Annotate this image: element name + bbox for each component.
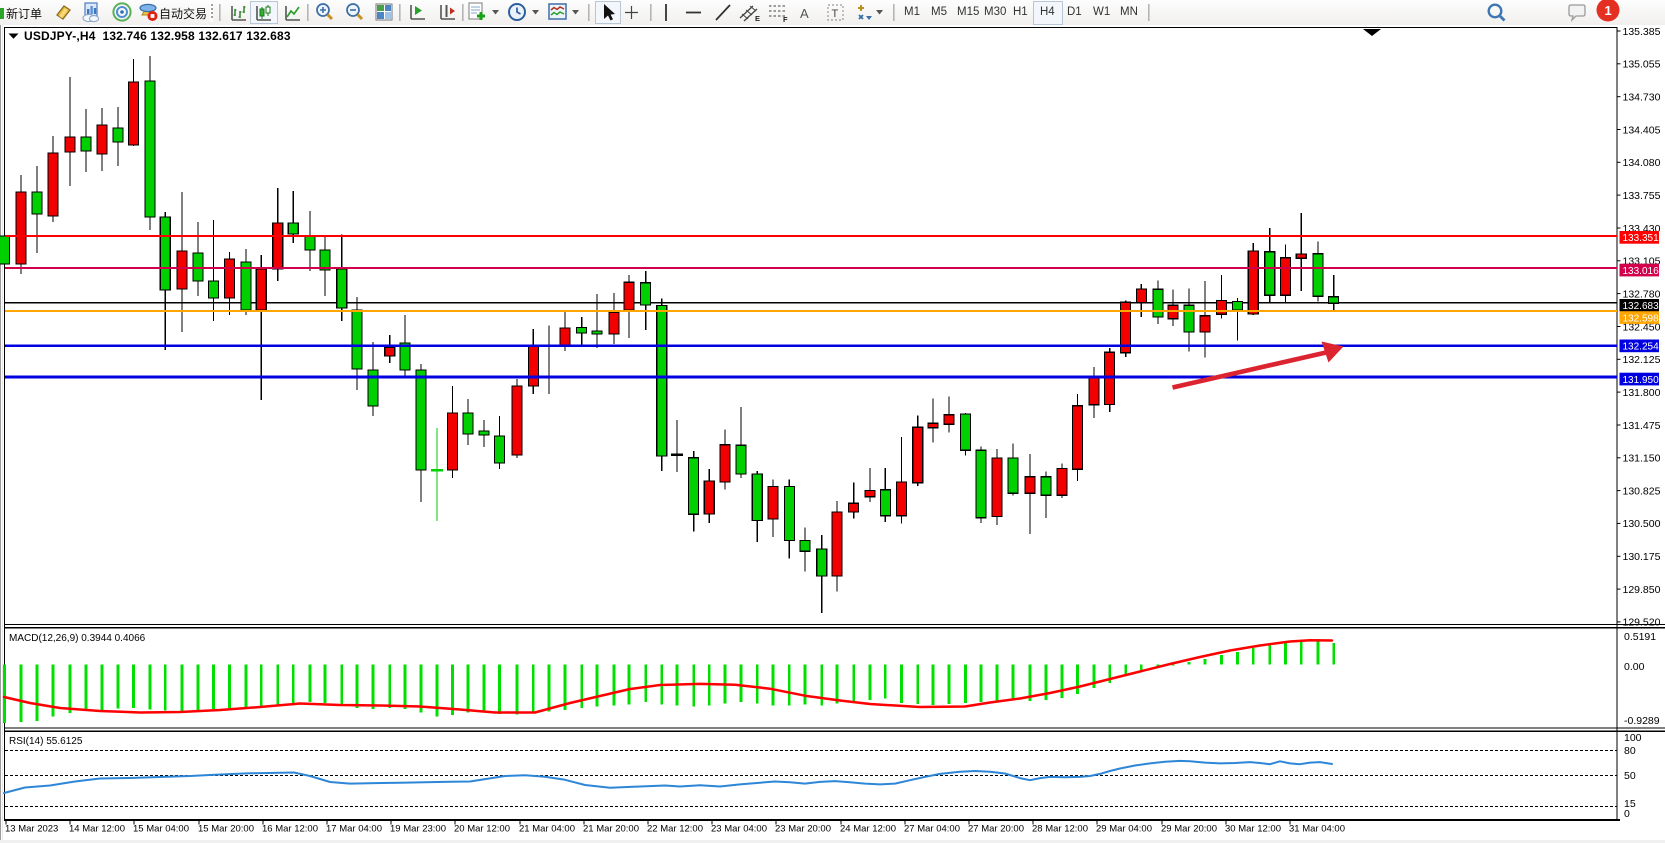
svg-text:133.351: 133.351 xyxy=(1623,233,1660,244)
svg-text:31 Mar 04:00: 31 Mar 04:00 xyxy=(1289,824,1345,835)
svg-text:129.850: 129.850 xyxy=(1623,584,1661,596)
svg-text:133.430: 133.430 xyxy=(1623,223,1661,235)
svg-text:132.780: 132.780 xyxy=(1623,288,1661,300)
svg-text:13 Mar 2023: 13 Mar 2023 xyxy=(5,824,58,835)
svg-text:14 Mar 12:00: 14 Mar 12:00 xyxy=(69,824,125,835)
svg-text:130.175: 130.175 xyxy=(1623,551,1661,563)
svg-text:USDJPY-,H4 132.746 132.958 13: USDJPY-,H4 132.746 132.958 132.617 132.6… xyxy=(24,29,291,43)
svg-text:0.5191: 0.5191 xyxy=(1624,631,1656,643)
svg-text:50: 50 xyxy=(1624,770,1636,782)
svg-text:A: A xyxy=(800,6,809,21)
svg-text:30 Mar 12:00: 30 Mar 12:00 xyxy=(1225,824,1281,835)
svg-text:134.080: 134.080 xyxy=(1623,157,1661,169)
svg-text:0: 0 xyxy=(1624,808,1630,820)
svg-text:131.475: 131.475 xyxy=(1623,420,1661,432)
svg-text:27 Mar 04:00: 27 Mar 04:00 xyxy=(904,824,960,835)
svg-text:100: 100 xyxy=(1624,732,1642,744)
svg-text:131.800: 131.800 xyxy=(1623,387,1661,399)
svg-text:129.520: 129.520 xyxy=(1623,617,1661,629)
svg-text:132.125: 132.125 xyxy=(1623,354,1661,366)
svg-text:80: 80 xyxy=(1624,745,1636,757)
svg-text:132.254: 132.254 xyxy=(1623,342,1660,353)
svg-text:23 Mar 20:00: 23 Mar 20:00 xyxy=(775,824,831,835)
svg-text:1: 1 xyxy=(1605,3,1612,18)
svg-text:134.730: 134.730 xyxy=(1623,92,1661,104)
svg-text:132.598: 132.598 xyxy=(1623,313,1660,324)
svg-text:134.405: 134.405 xyxy=(1623,124,1661,136)
svg-text:132.450: 132.450 xyxy=(1623,321,1661,333)
svg-text:T: T xyxy=(832,8,839,20)
svg-text:21 Mar 20:00: 21 Mar 20:00 xyxy=(583,824,639,835)
svg-text:F: F xyxy=(783,15,788,24)
svg-text:130.500: 130.500 xyxy=(1623,518,1661,530)
svg-text:133.105: 133.105 xyxy=(1623,256,1661,268)
svg-text:29 Mar 20:00: 29 Mar 20:00 xyxy=(1161,824,1217,835)
svg-text:28 Mar 12:00: 28 Mar 12:00 xyxy=(1032,824,1088,835)
svg-text:17 Mar 04:00: 17 Mar 04:00 xyxy=(326,824,382,835)
svg-text:131.150: 131.150 xyxy=(1623,453,1661,465)
svg-text:135.055: 135.055 xyxy=(1623,59,1661,71)
svg-text:131.950: 131.950 xyxy=(1623,375,1660,386)
svg-text:135.385: 135.385 xyxy=(1623,26,1661,38)
svg-text:24 Mar 12:00: 24 Mar 12:00 xyxy=(840,824,896,835)
svg-text:19 Mar 23:00: 19 Mar 23:00 xyxy=(390,824,446,835)
svg-text:MACD(12,26,9) 0.3944 0.4066: MACD(12,26,9) 0.3944 0.4066 xyxy=(9,633,146,644)
svg-text:27 Mar 20:00: 27 Mar 20:00 xyxy=(968,824,1024,835)
svg-text:15 Mar 04:00: 15 Mar 04:00 xyxy=(133,824,189,835)
svg-text:21 Mar 04:00: 21 Mar 04:00 xyxy=(519,824,575,835)
svg-text:RSI(14) 55.6125: RSI(14) 55.6125 xyxy=(9,736,83,747)
svg-text:15 Mar 20:00: 15 Mar 20:00 xyxy=(198,824,254,835)
svg-text:133.755: 133.755 xyxy=(1623,190,1661,202)
svg-text:130.825: 130.825 xyxy=(1623,485,1661,497)
svg-text:16 Mar 12:00: 16 Mar 12:00 xyxy=(262,824,318,835)
svg-text:-0.9289: -0.9289 xyxy=(1624,715,1660,727)
svg-text:0.00: 0.00 xyxy=(1624,661,1645,673)
svg-text:23 Mar 04:00: 23 Mar 04:00 xyxy=(711,824,767,835)
svg-text:20 Mar 12:00: 20 Mar 12:00 xyxy=(454,824,510,835)
svg-text:133.016: 133.016 xyxy=(1623,266,1660,277)
svg-text:E: E xyxy=(755,14,760,23)
svg-text:29 Mar 04:00: 29 Mar 04:00 xyxy=(1096,824,1152,835)
svg-text:132.683: 132.683 xyxy=(1623,301,1660,312)
svg-text:15: 15 xyxy=(1624,798,1636,810)
svg-text:22 Mar 12:00: 22 Mar 12:00 xyxy=(647,824,703,835)
